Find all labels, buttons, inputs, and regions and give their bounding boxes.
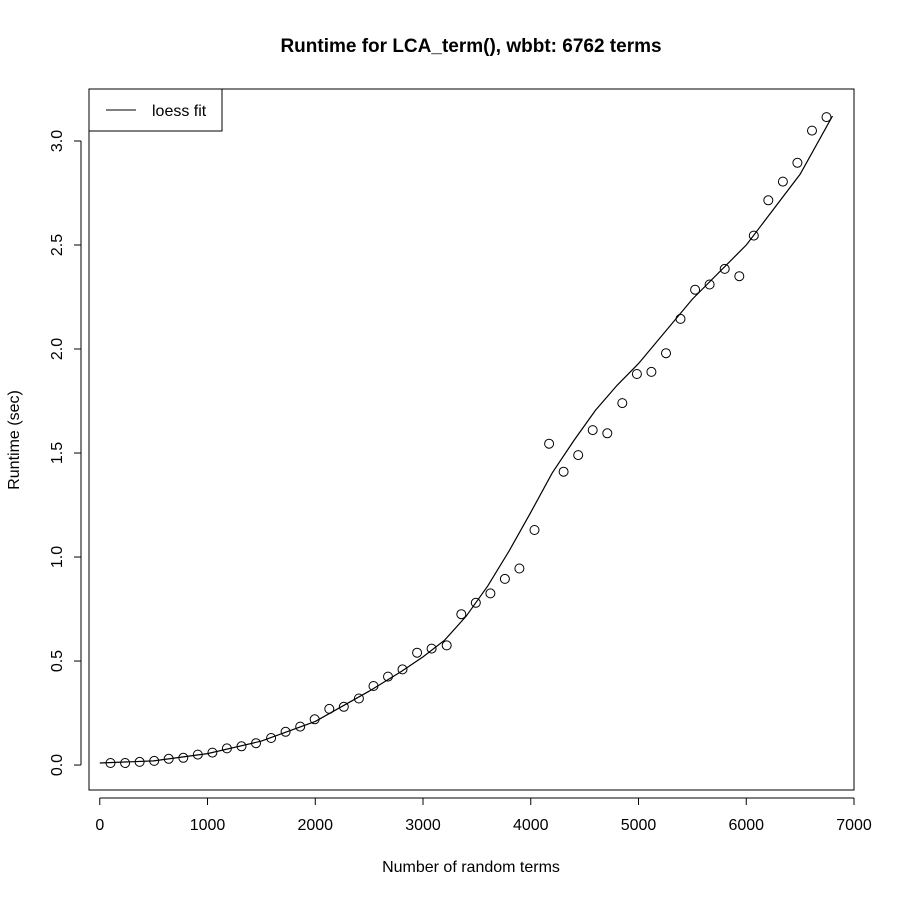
x-tick-label: 3000 [405, 817, 441, 834]
data-point [602, 428, 613, 439]
data-point [529, 525, 540, 535]
x-tick-label: 7000 [836, 817, 872, 834]
x-tick-label: 4000 [513, 817, 549, 834]
data-point [514, 563, 525, 574]
data-point [441, 640, 452, 651]
data-point [426, 643, 437, 654]
data-point [192, 749, 203, 760]
data-point [397, 664, 408, 675]
data-point [661, 348, 671, 359]
data-point [353, 693, 364, 704]
y-tick-label: 1.0 [49, 546, 66, 568]
data-point [221, 743, 232, 754]
data-point [792, 157, 803, 168]
y-tick-label: 1.5 [49, 442, 66, 464]
x-tick-label: 1000 [190, 817, 226, 834]
data-point [558, 466, 569, 477]
y-axis-label: Runtime (sec) [6, 390, 23, 490]
data-point [236, 741, 247, 752]
data-point [295, 721, 306, 732]
data-point [821, 112, 832, 123]
data-point [338, 701, 349, 712]
x-tick-label: 5000 [621, 817, 657, 834]
data-points-layer [105, 112, 832, 768]
data-point [324, 703, 335, 714]
x-tick-label: 0 [95, 817, 104, 834]
legend-label: loess fit [152, 103, 207, 120]
data-point [251, 738, 261, 749]
data-point [646, 366, 657, 377]
data-point [499, 573, 510, 584]
data-point [763, 195, 774, 206]
y-tick-label: 0.5 [49, 650, 66, 672]
x-tick-label: 2000 [297, 817, 333, 834]
data-point [456, 609, 467, 620]
data-point [178, 752, 189, 763]
y-tick-label: 0.0 [49, 754, 66, 776]
data-point [470, 597, 481, 608]
x-axis: 0 1000 2000 3000 4000 5000 6000 7000 [95, 797, 872, 834]
data-point [383, 671, 393, 682]
data-point [309, 714, 320, 725]
data-point [266, 733, 277, 743]
data-point [690, 284, 701, 295]
data-point [734, 271, 745, 282]
data-point [280, 726, 291, 737]
data-point [617, 398, 628, 409]
data-point [134, 756, 145, 767]
data-point [675, 313, 686, 324]
data-point [485, 588, 496, 599]
data-point [412, 647, 423, 658]
data-point [105, 758, 116, 768]
y-axis: 0.0 0.5 1.0 1.5 2.0 2.5 3.0 [49, 130, 82, 776]
data-point [573, 450, 584, 461]
data-point [719, 263, 730, 274]
x-axis-label: Number of random terms [382, 859, 560, 876]
chart-title: Runtime for LCA_term(), wbbt: 6762 terms [280, 36, 661, 57]
plot-frame [88, 88, 855, 791]
y-tick-label: 3.0 [49, 130, 66, 152]
data-point [587, 425, 598, 436]
data-point [704, 279, 715, 290]
loess-fit-layer [99, 115, 834, 764]
loess-fit-line [99, 115, 834, 764]
data-point [149, 755, 160, 766]
x-tick-label: 6000 [728, 817, 764, 834]
y-tick-label: 2.0 [49, 338, 66, 360]
data-point [368, 681, 379, 691]
data-point [120, 758, 131, 768]
data-point [777, 176, 788, 187]
y-tick-label: 2.5 [49, 234, 66, 256]
data-point [807, 125, 817, 136]
legend: loess fit [88, 88, 223, 132]
data-point [544, 438, 555, 449]
data-point [631, 369, 642, 379]
data-point [207, 747, 218, 758]
data-point [748, 230, 759, 241]
data-point [163, 753, 174, 764]
